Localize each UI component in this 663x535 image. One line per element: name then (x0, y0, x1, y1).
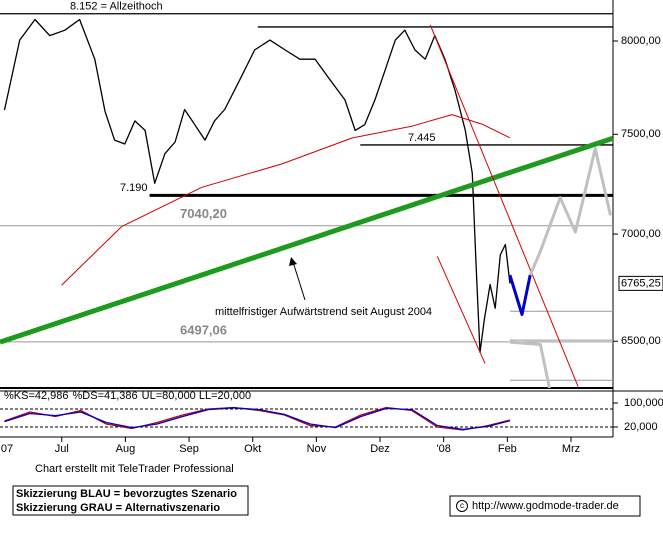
series-line (4, 407, 511, 431)
y-tick-label: 20,000 (624, 421, 658, 433)
bands-label: UL=80,000 LL=20,000 (142, 390, 252, 402)
x-tick-label: '08 (437, 443, 451, 455)
x-tick-label: 07 (1, 443, 13, 455)
level-label: 7.445 (408, 132, 436, 144)
x-tick-label: Mrz (562, 443, 580, 455)
legend-entry: %KS=42,986 (4, 390, 69, 402)
source: http://www.godmode-trader.de (472, 500, 619, 512)
y-tick-label: 6500,00 (621, 335, 661, 347)
x-tick-label: Okt (244, 443, 261, 455)
y-tick-label: 100,000 (624, 397, 663, 409)
labels: 8.152 = Allzeithoch 7.445 7.190 7040,20 6497… (1, 1, 663, 455)
copyright-icon (456, 500, 468, 512)
y-tick-label: 7500,00 (621, 128, 661, 140)
level-label: 7040,20 (180, 206, 227, 221)
copyright-icon: c (460, 501, 464, 510)
x-tick-label: Aug (116, 443, 136, 455)
x-tick-label: Jul (55, 443, 69, 455)
series-line (528, 147, 612, 276)
series-line (3, 18, 511, 354)
series-line (0, 135, 613, 345)
annotation: mittelfristiger Aufwärtstrend seit Augus… (215, 306, 432, 318)
level-label: 7.190 (120, 182, 148, 194)
legend-line: Skizzierung GRAU = Alternativszenario (16, 502, 220, 514)
x-tick-label: Nov (307, 443, 327, 455)
series-line (436, 256, 486, 364)
legend-entry: %DS=41,386 (73, 390, 138, 402)
level-label: 6497,06 (180, 322, 227, 337)
series-line (508, 274, 532, 316)
source-box (449, 495, 641, 517)
legend-line: Skizzierung BLAU = bevorzugtes Szenario (16, 488, 237, 500)
stoch-plot (0, 406, 613, 431)
credit: Chart erstellt mit TeleTrader Profession… (35, 463, 234, 475)
y-tick-label: 8000,00 (621, 35, 661, 47)
series-line (429, 24, 579, 387)
last-price-box (618, 275, 663, 291)
series-line (61, 114, 511, 286)
level-label: 8.152 = Allzeithoch (70, 1, 163, 13)
annotation-arrowhead (289, 257, 297, 266)
annotation-arrow (292, 261, 306, 301)
series-line (509, 340, 551, 388)
x-tick-label: Feb (498, 443, 517, 455)
main-plot (0, 13, 613, 388)
last-price-label: 6765,25 (621, 277, 661, 289)
x-tick-label: Dez (370, 443, 390, 455)
x-tick-label: Sep (179, 443, 199, 455)
legend-box (12, 485, 249, 516)
y-tick-label: 7000,00 (621, 228, 661, 240)
